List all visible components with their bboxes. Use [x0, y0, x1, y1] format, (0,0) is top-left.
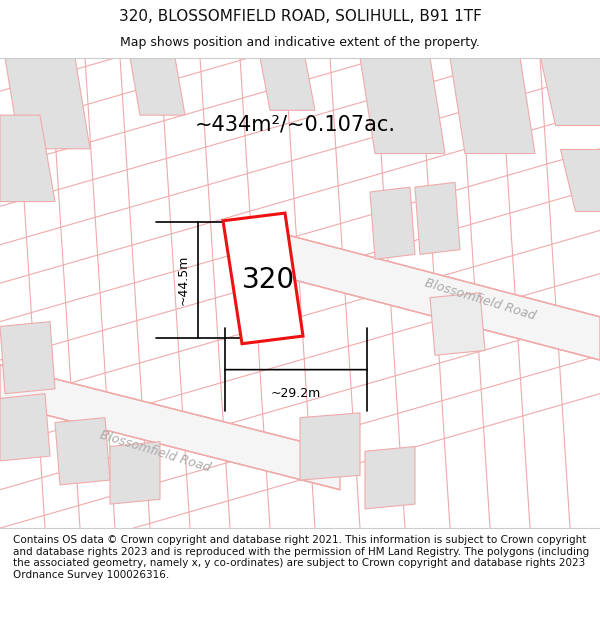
Text: 320, BLOSSOMFIELD ROAD, SOLIHULL, B91 1TF: 320, BLOSSOMFIELD ROAD, SOLIHULL, B91 1T… — [119, 9, 481, 24]
Polygon shape — [560, 149, 600, 211]
Polygon shape — [55, 418, 110, 485]
Text: Contains OS data © Crown copyright and database right 2021. This information is : Contains OS data © Crown copyright and d… — [13, 535, 589, 580]
Polygon shape — [365, 446, 415, 509]
Polygon shape — [540, 58, 600, 125]
Text: 320: 320 — [241, 266, 295, 294]
Text: ~434m²/~0.107ac.: ~434m²/~0.107ac. — [194, 115, 395, 135]
Polygon shape — [0, 322, 55, 394]
Polygon shape — [260, 58, 315, 111]
Text: ~29.2m: ~29.2m — [271, 387, 321, 400]
Polygon shape — [430, 292, 485, 355]
Polygon shape — [270, 231, 600, 360]
Polygon shape — [450, 58, 535, 154]
Polygon shape — [0, 394, 50, 461]
Polygon shape — [223, 213, 303, 344]
Polygon shape — [415, 182, 460, 254]
Polygon shape — [130, 58, 185, 115]
Polygon shape — [0, 115, 55, 202]
Polygon shape — [360, 58, 445, 154]
Polygon shape — [300, 413, 360, 480]
Polygon shape — [370, 187, 415, 259]
Polygon shape — [0, 365, 340, 490]
Polygon shape — [5, 58, 90, 149]
Text: ~44.5m: ~44.5m — [177, 254, 190, 305]
Polygon shape — [110, 442, 160, 504]
Text: Blossomfield Road: Blossomfield Road — [423, 276, 537, 322]
Text: Map shows position and indicative extent of the property.: Map shows position and indicative extent… — [120, 36, 480, 49]
Text: Blossomfield Road: Blossomfield Road — [98, 428, 212, 474]
